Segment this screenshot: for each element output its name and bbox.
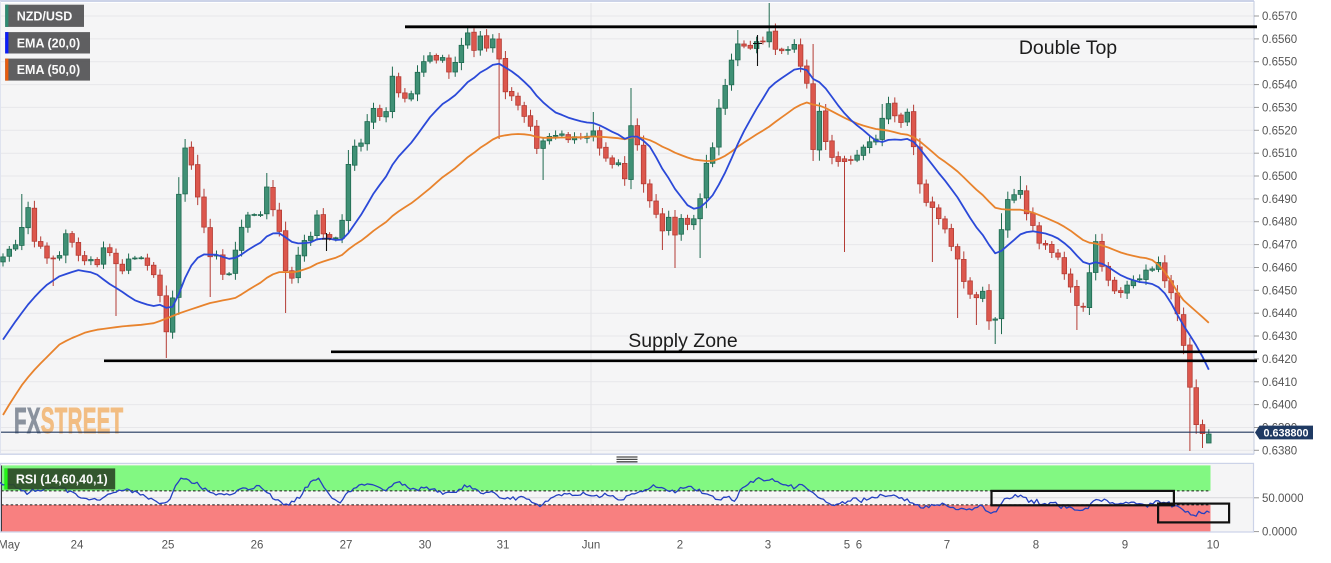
- svg-text:Double Top: Double Top: [1019, 37, 1117, 59]
- svg-text:0.6490: 0.6490: [1262, 194, 1297, 206]
- svg-text:EMA (50,0): EMA (50,0): [17, 63, 80, 77]
- svg-text:0.6520: 0.6520: [1262, 125, 1297, 137]
- svg-text:26: 26: [251, 540, 264, 552]
- svg-text:FXSTREET: FXSTREET: [14, 401, 123, 442]
- svg-text:May: May: [0, 540, 20, 552]
- svg-text:0.638800: 0.638800: [1264, 427, 1309, 439]
- svg-text:0.6510: 0.6510: [1262, 148, 1297, 160]
- svg-text:0.6540: 0.6540: [1262, 80, 1297, 92]
- svg-text:0.6480: 0.6480: [1262, 217, 1297, 229]
- svg-text:0.6530: 0.6530: [1262, 102, 1297, 114]
- svg-text:0.6420: 0.6420: [1262, 354, 1297, 366]
- svg-text:10: 10: [1207, 540, 1220, 552]
- svg-text:0.0000: 0.0000: [1262, 527, 1297, 539]
- svg-text:9: 9: [1122, 540, 1128, 552]
- svg-text:0.6560: 0.6560: [1262, 34, 1297, 46]
- svg-text:Jun: Jun: [582, 540, 601, 552]
- svg-text:0.6470: 0.6470: [1262, 240, 1297, 252]
- svg-text:0.6380: 0.6380: [1262, 445, 1297, 457]
- svg-text:NZD/USD: NZD/USD: [17, 9, 73, 23]
- svg-text:0.6440: 0.6440: [1262, 308, 1297, 320]
- svg-text:0.6570: 0.6570: [1262, 11, 1297, 23]
- svg-text:3: 3: [765, 540, 771, 552]
- svg-text:6: 6: [856, 540, 862, 552]
- svg-text:0.6550: 0.6550: [1262, 57, 1297, 69]
- svg-text:0.6500: 0.6500: [1262, 171, 1297, 183]
- svg-text:25: 25: [162, 540, 175, 552]
- svg-text:2: 2: [677, 540, 683, 552]
- svg-text:30: 30: [419, 540, 432, 552]
- svg-text:5: 5: [844, 540, 850, 552]
- svg-text:RSI (14,60,40,1): RSI (14,60,40,1): [16, 472, 108, 486]
- svg-text:0.6450: 0.6450: [1262, 285, 1297, 297]
- svg-text:0.6460: 0.6460: [1262, 263, 1297, 275]
- svg-text:0.6430: 0.6430: [1262, 331, 1297, 343]
- svg-text:0.6410: 0.6410: [1262, 377, 1297, 389]
- svg-text:50.0000: 50.0000: [1262, 493, 1304, 505]
- svg-text:27: 27: [340, 540, 353, 552]
- svg-text:EMA (20,0): EMA (20,0): [17, 36, 80, 50]
- svg-text:7: 7: [944, 540, 950, 552]
- svg-text:Supply Zone: Supply Zone: [628, 330, 738, 352]
- svg-text:0.6400: 0.6400: [1262, 400, 1297, 412]
- svg-text:24: 24: [71, 540, 84, 552]
- svg-text:31: 31: [497, 540, 510, 552]
- svg-text:8: 8: [1033, 540, 1039, 552]
